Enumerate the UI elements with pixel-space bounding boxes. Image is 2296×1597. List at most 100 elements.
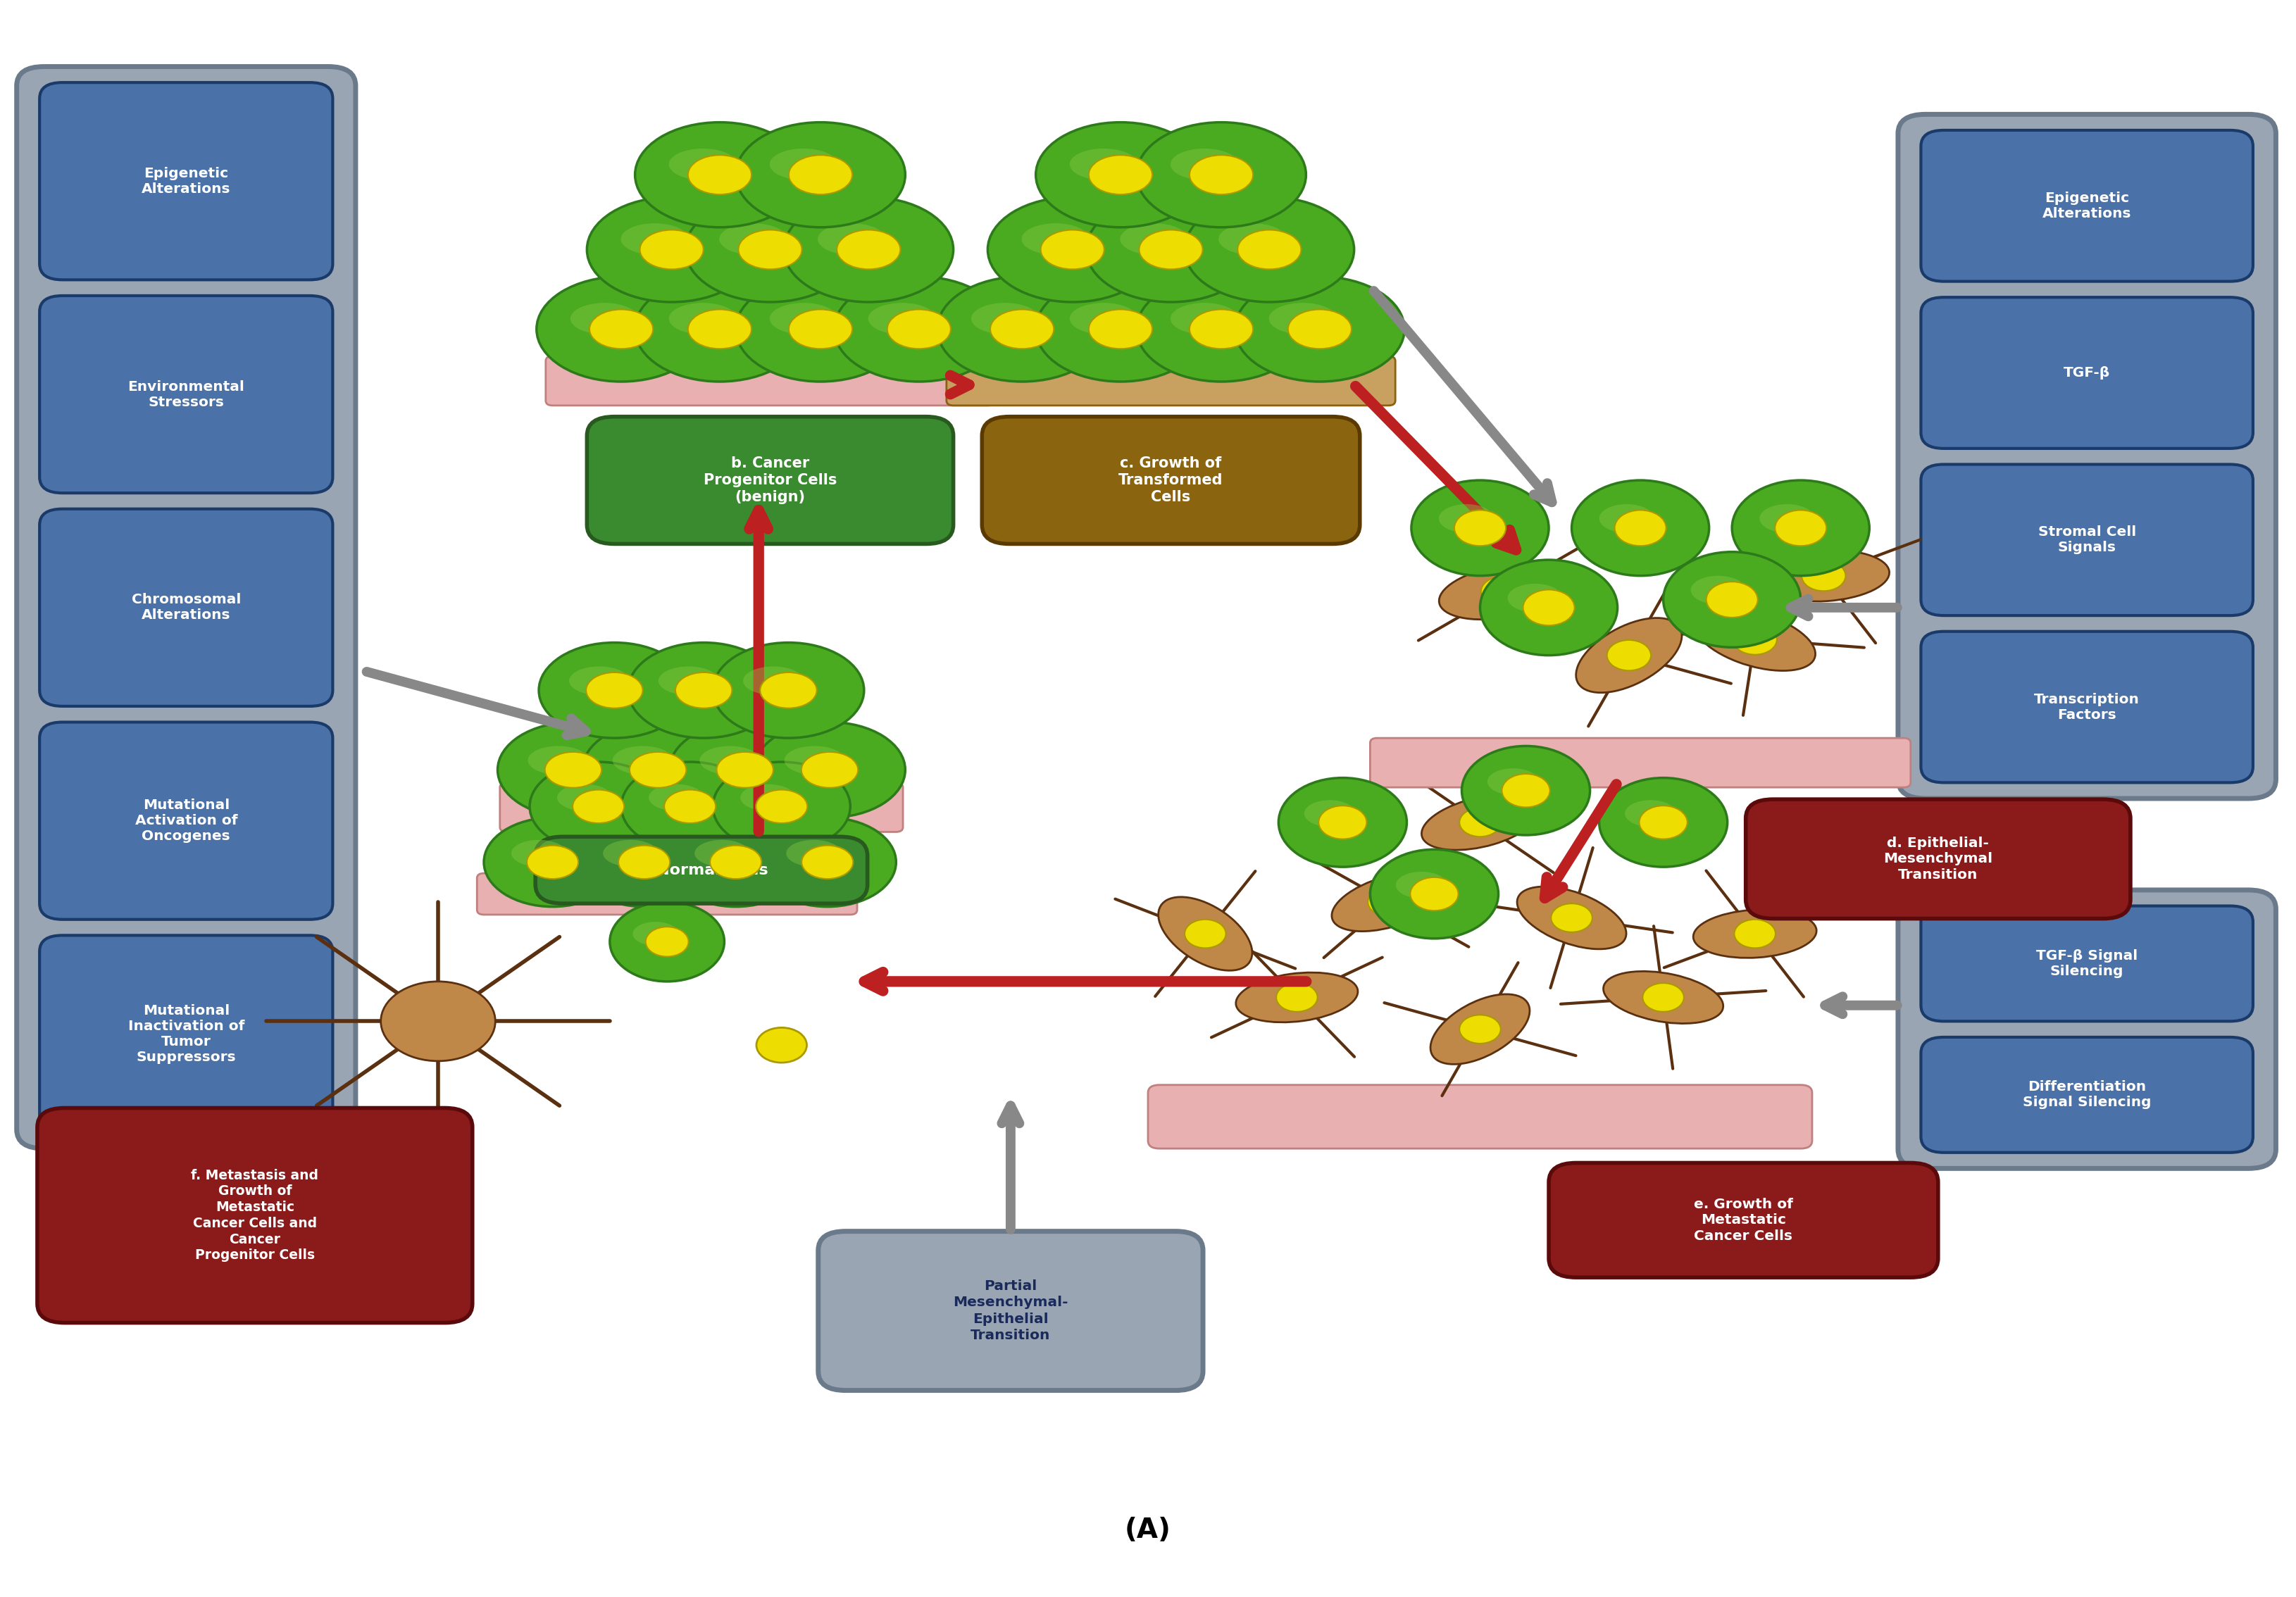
Ellipse shape [530, 762, 668, 851]
Ellipse shape [1518, 886, 1626, 949]
Ellipse shape [700, 746, 760, 775]
Ellipse shape [1088, 155, 1153, 195]
Ellipse shape [1639, 805, 1688, 838]
Ellipse shape [569, 303, 638, 334]
Ellipse shape [1421, 795, 1538, 850]
Ellipse shape [1410, 877, 1458, 910]
Ellipse shape [687, 196, 854, 302]
Ellipse shape [1626, 800, 1676, 827]
Ellipse shape [668, 149, 737, 180]
Ellipse shape [833, 276, 1003, 382]
Ellipse shape [1607, 640, 1651, 671]
Ellipse shape [1731, 481, 1869, 577]
FancyBboxPatch shape [1922, 905, 2252, 1020]
Ellipse shape [971, 303, 1040, 334]
Ellipse shape [689, 155, 751, 195]
Ellipse shape [1120, 224, 1187, 256]
FancyBboxPatch shape [1148, 1084, 1812, 1148]
Ellipse shape [1694, 608, 1816, 671]
Ellipse shape [1279, 778, 1407, 867]
Ellipse shape [758, 818, 895, 907]
Ellipse shape [670, 722, 820, 818]
Ellipse shape [1070, 149, 1137, 180]
FancyBboxPatch shape [39, 722, 333, 920]
Ellipse shape [1598, 505, 1653, 533]
Ellipse shape [783, 196, 953, 302]
Ellipse shape [886, 310, 951, 348]
Text: f. Metastasis and
Growth of
Metastatic
Cancer Cells and
Cancer
Progenitor Cells: f. Metastasis and Growth of Metastatic C… [191, 1169, 319, 1262]
Ellipse shape [1277, 984, 1318, 1012]
Ellipse shape [1022, 224, 1088, 256]
Ellipse shape [1332, 872, 1444, 931]
Ellipse shape [650, 784, 703, 811]
Ellipse shape [1481, 561, 1616, 655]
Ellipse shape [1692, 910, 1816, 958]
FancyBboxPatch shape [501, 783, 902, 832]
Ellipse shape [528, 746, 588, 775]
Ellipse shape [381, 982, 496, 1060]
Ellipse shape [1070, 303, 1137, 334]
Text: c. Growth of
Transformed
Cells: c. Growth of Transformed Cells [1118, 457, 1224, 505]
Ellipse shape [484, 818, 622, 907]
Text: Environmental
Stressors: Environmental Stressors [129, 380, 246, 409]
Ellipse shape [1159, 898, 1251, 971]
FancyBboxPatch shape [817, 1231, 1203, 1391]
Ellipse shape [1235, 973, 1357, 1022]
Ellipse shape [1759, 549, 1890, 602]
Ellipse shape [1035, 123, 1205, 227]
Ellipse shape [588, 196, 755, 302]
Ellipse shape [1690, 577, 1745, 604]
Ellipse shape [1662, 553, 1800, 647]
Ellipse shape [1488, 768, 1538, 795]
Ellipse shape [1368, 888, 1410, 917]
Ellipse shape [668, 303, 737, 334]
FancyBboxPatch shape [39, 509, 333, 706]
Ellipse shape [1573, 481, 1708, 577]
FancyBboxPatch shape [1899, 890, 2275, 1169]
FancyBboxPatch shape [39, 83, 333, 279]
Text: Partial
Mesenchymal-
Epithelial
Transition: Partial Mesenchymal- Epithelial Transiti… [953, 1279, 1068, 1343]
Ellipse shape [1440, 505, 1495, 533]
Ellipse shape [1463, 746, 1591, 835]
Ellipse shape [1304, 800, 1355, 827]
Text: Mutational
Activation of
Oncogenes: Mutational Activation of Oncogenes [135, 798, 236, 843]
Ellipse shape [611, 902, 723, 982]
Ellipse shape [537, 276, 705, 382]
Text: TGF-β Signal
Silencing: TGF-β Signal Silencing [2037, 949, 2138, 977]
Ellipse shape [1088, 310, 1153, 348]
Ellipse shape [641, 230, 703, 270]
Ellipse shape [1235, 276, 1405, 382]
Ellipse shape [604, 840, 659, 867]
Ellipse shape [1189, 310, 1254, 348]
Ellipse shape [512, 840, 567, 867]
Ellipse shape [801, 752, 859, 787]
Ellipse shape [790, 310, 852, 348]
Ellipse shape [1508, 583, 1564, 612]
Ellipse shape [1412, 481, 1550, 577]
Ellipse shape [629, 642, 778, 738]
FancyBboxPatch shape [37, 1108, 473, 1322]
Ellipse shape [735, 276, 905, 382]
Ellipse shape [1238, 230, 1302, 270]
Ellipse shape [1185, 920, 1226, 949]
Ellipse shape [1137, 276, 1306, 382]
Ellipse shape [1171, 149, 1238, 180]
FancyBboxPatch shape [546, 356, 994, 406]
FancyBboxPatch shape [1922, 465, 2252, 615]
Ellipse shape [1775, 509, 1825, 546]
FancyBboxPatch shape [1922, 131, 2252, 281]
Ellipse shape [937, 276, 1107, 382]
Ellipse shape [735, 123, 905, 227]
Ellipse shape [1288, 310, 1352, 348]
Ellipse shape [790, 155, 852, 195]
FancyBboxPatch shape [1550, 1163, 1938, 1278]
Ellipse shape [1733, 624, 1777, 655]
Ellipse shape [1552, 904, 1593, 933]
Ellipse shape [868, 303, 937, 334]
Ellipse shape [769, 149, 838, 180]
Ellipse shape [629, 752, 687, 787]
Text: d. Epithelial-
Mesenchymal
Transition: d. Epithelial- Mesenchymal Transition [1883, 837, 1993, 882]
Ellipse shape [1371, 850, 1499, 939]
Text: Epigenetic
Alterations: Epigenetic Alterations [142, 166, 230, 195]
Ellipse shape [590, 310, 652, 348]
